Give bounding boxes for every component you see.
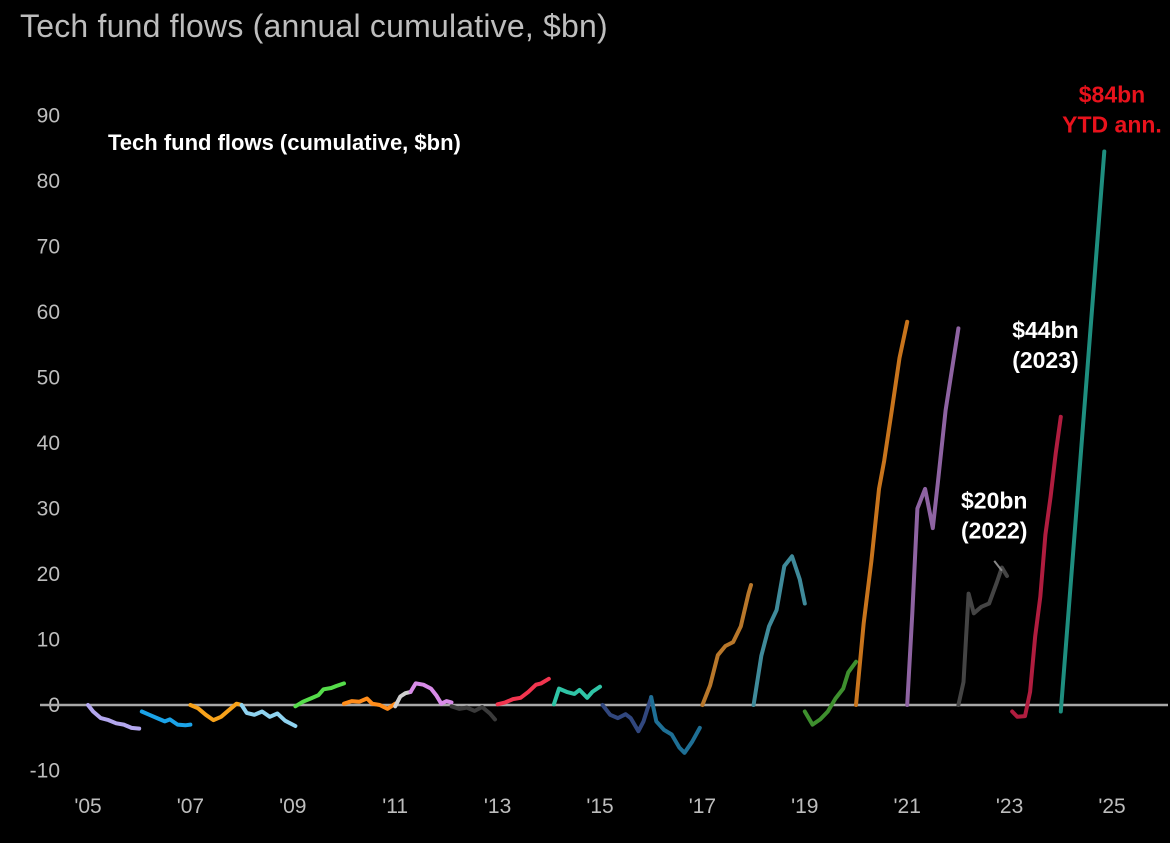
series-line-20 — [1010, 414, 1063, 719]
series-line-9 — [449, 704, 497, 722]
series-line-19 — [956, 565, 1009, 707]
y-tick-label: 90 — [37, 105, 60, 128]
x-tick-label: '25 — [1098, 795, 1125, 818]
series-line-12 — [600, 695, 654, 734]
y-axis-ticks: 9080706050403020100-10 — [30, 105, 60, 783]
y-tick-label: 30 — [37, 498, 60, 521]
series-line-16 — [802, 659, 858, 727]
annotation-label: YTD ann. — [1062, 111, 1162, 137]
y-tick-label: 80 — [37, 170, 60, 193]
series-line-11 — [551, 684, 602, 707]
y-tick-label: -10 — [30, 760, 60, 783]
series-line-17 — [854, 319, 910, 707]
series-line-6 — [342, 696, 398, 711]
y-tick-label: 20 — [37, 563, 60, 586]
series-line-15 — [751, 554, 807, 707]
inner-chart-title: Tech fund flows (cumulative, $bn) — [108, 130, 461, 155]
y-tick-label: 70 — [37, 236, 60, 259]
annotation-label: (2023) — [1012, 347, 1078, 373]
series-line-4 — [239, 703, 298, 728]
series-line-21 — [1058, 149, 1107, 714]
x-tick-label: '07 — [177, 795, 204, 818]
series-line-2 — [139, 709, 193, 728]
series-line-3 — [188, 701, 244, 723]
x-axis-ticks: '05 '07 '09 '11 '13 '15 '17 '19 '21 '23 '25 — [74, 795, 1125, 818]
x-tick-label: '15 — [586, 795, 613, 818]
annotation-label: $84bn — [1079, 81, 1145, 107]
y-tick-label: 50 — [37, 367, 60, 390]
annotation-label: $20bn — [961, 488, 1027, 514]
series-lines — [86, 149, 1107, 755]
annotation-label: $44bn — [1012, 317, 1078, 343]
series-line-10 — [495, 676, 551, 707]
annotation-label: (2022) — [961, 518, 1027, 544]
x-tick-label: '23 — [996, 795, 1023, 818]
x-tick-label: '19 — [791, 795, 818, 818]
series-line-5 — [293, 681, 346, 709]
series-line-7 — [393, 689, 413, 709]
series-line-1 — [86, 703, 142, 731]
series-line-18 — [905, 326, 961, 707]
y-tick-label: 60 — [37, 301, 60, 324]
series-line-14 — [700, 583, 753, 707]
y-tick-label: 40 — [37, 432, 60, 455]
x-tick-label: '11 — [382, 795, 408, 818]
annotations: $84bn YTD ann. $44bn (2023) $20bn (2022) — [961, 81, 1162, 572]
series-line-8 — [408, 681, 454, 706]
page-title: Tech fund flows (annual cumulative, $bn) — [20, 8, 608, 44]
x-tick-label: '09 — [279, 795, 306, 818]
x-tick-label: '05 — [74, 795, 101, 818]
x-tick-label: '13 — [484, 795, 511, 818]
x-tick-label: '21 — [894, 795, 921, 818]
annotation-leader-line — [993, 560, 1003, 572]
x-tick-label: '17 — [689, 795, 716, 818]
y-tick-label: 10 — [37, 629, 60, 652]
series-line-13 — [649, 695, 702, 755]
